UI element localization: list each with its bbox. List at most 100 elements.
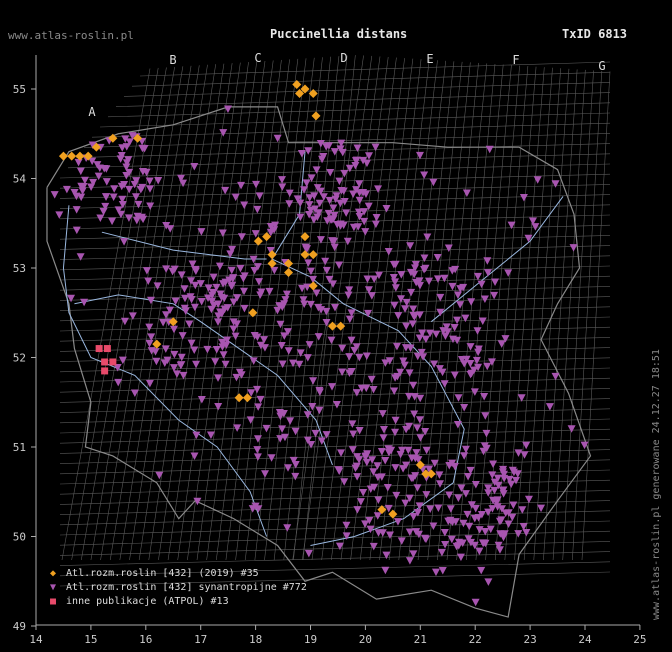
synanthropic-point xyxy=(305,201,314,209)
x-tick-label: 14 xyxy=(29,633,43,646)
synanthropic-point xyxy=(401,305,410,313)
synanthropic-point xyxy=(72,226,81,235)
synanthropic-point xyxy=(233,294,242,302)
synanthropic-point xyxy=(122,172,131,180)
synanthropic-point xyxy=(130,389,139,398)
synanthropic-point xyxy=(207,297,216,306)
synanthropic-point xyxy=(140,145,149,153)
x-tick-label: 25 xyxy=(633,633,646,646)
synanthropic-point xyxy=(329,280,338,288)
synanthropic-point xyxy=(349,430,358,439)
site-link[interactable]: www.atlas-roslin.pl xyxy=(8,29,134,42)
synanthropic-point xyxy=(497,340,506,348)
recent-point xyxy=(300,84,310,94)
synanthropic-point xyxy=(362,384,371,393)
synanthropic-point xyxy=(501,509,510,518)
synanthropic-point xyxy=(136,186,145,194)
synanthropic-point xyxy=(179,371,188,380)
synanthropic-point xyxy=(398,446,407,455)
synanthropic-point xyxy=(166,225,175,233)
synanthropic-point xyxy=(267,454,276,462)
synanthropic-point xyxy=(450,462,459,471)
synanthropic-point xyxy=(254,278,263,286)
synanthropic-point xyxy=(438,368,447,377)
synanthropic-point xyxy=(229,298,238,307)
synanthropic-point xyxy=(360,217,369,226)
x-tick-label: 23 xyxy=(523,633,536,646)
synanthropic-point xyxy=(342,521,351,530)
synanthropic-point xyxy=(209,288,218,297)
legend-label: inne publikacje (ATPOL) #13 xyxy=(66,596,229,607)
recent-point xyxy=(327,321,337,331)
synanthropic-point xyxy=(488,471,497,479)
synanthropic-point xyxy=(356,498,365,506)
synanthropic-point xyxy=(359,188,368,197)
synanthropic-point xyxy=(418,329,427,337)
synanthropic-point xyxy=(332,400,341,409)
synanthropic-point xyxy=(352,156,361,165)
synanthropic-point xyxy=(117,182,126,191)
synanthropic-point xyxy=(114,378,123,387)
synanthropic-point xyxy=(124,214,133,222)
synanthropic-point xyxy=(240,287,249,296)
synanthropic-point xyxy=(309,275,318,284)
synanthropic-point xyxy=(415,151,424,160)
synanthropic-point xyxy=(132,177,141,185)
synanthropic-point xyxy=(402,461,411,470)
synanthropic-point xyxy=(501,335,510,343)
synanthropic-point xyxy=(390,301,399,310)
synanthropic-point xyxy=(355,213,364,221)
synanthropic-point xyxy=(206,431,215,440)
synanthropic-point xyxy=(392,491,401,500)
synanthropic-point xyxy=(345,286,354,294)
synanthropic-point xyxy=(488,505,497,513)
synanthropic-point xyxy=(278,183,287,191)
synanthropic-point xyxy=(343,237,352,246)
synanthropic-point xyxy=(436,480,445,488)
synanthropic-point xyxy=(185,320,194,329)
synanthropic-point xyxy=(459,283,468,292)
synanthropic-point xyxy=(454,494,463,503)
synanthropic-point xyxy=(491,278,500,287)
synanthropic-point xyxy=(304,259,313,267)
synanthropic-point xyxy=(464,473,473,481)
x-tick-label: 15 xyxy=(84,633,97,646)
synanthropic-point xyxy=(450,324,459,332)
synanthropic-point xyxy=(445,491,454,499)
synanthropic-point xyxy=(236,264,245,273)
synanthropic-point xyxy=(440,380,449,388)
synanthropic-point xyxy=(495,546,504,554)
synanthropic-point xyxy=(311,205,320,214)
synanthropic-point xyxy=(256,341,265,350)
synanthropic-point xyxy=(121,135,130,143)
synanthropic-point xyxy=(390,387,399,396)
synanthropic-point xyxy=(406,242,415,250)
synanthropic-point xyxy=(435,471,444,479)
synanthropic-point xyxy=(432,330,441,339)
synanthropic-point xyxy=(240,201,249,210)
synanthropic-point xyxy=(278,176,287,184)
synanthropic-point xyxy=(179,179,188,188)
synanthropic-point xyxy=(319,152,328,161)
synanthropic-point xyxy=(77,193,86,202)
synanthropic-point xyxy=(466,466,475,475)
synanthropic-point xyxy=(146,202,155,210)
synanthropic-point xyxy=(316,139,325,148)
synanthropic-point xyxy=(461,490,470,498)
grid-letter: F xyxy=(512,53,519,67)
synanthropic-point xyxy=(443,328,452,336)
synanthropic-point xyxy=(296,349,305,357)
synanthropic-point xyxy=(122,163,131,171)
synanthropic-point xyxy=(187,296,196,304)
synanthropic-point xyxy=(497,505,506,513)
synanthropic-point xyxy=(253,453,262,461)
synanthropic-point xyxy=(197,395,206,404)
synanthropic-point xyxy=(303,436,312,445)
synanthropic-point xyxy=(475,526,484,534)
synanthropic-point xyxy=(169,325,178,334)
synanthropic-point xyxy=(246,416,255,424)
synanthropic-point xyxy=(475,547,484,556)
synanthropic-point xyxy=(420,534,429,543)
synanthropic-point xyxy=(369,386,378,394)
synanthropic-point xyxy=(415,311,424,319)
